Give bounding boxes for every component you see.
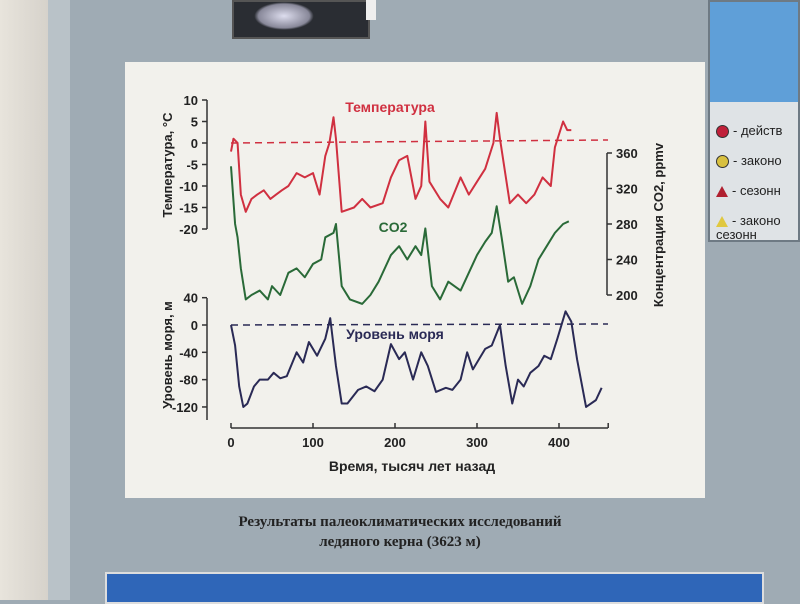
top-photo — [232, 0, 370, 39]
triangle-icon — [716, 216, 728, 228]
poster-edge — [48, 0, 70, 600]
y-tick-label: -120 — [172, 400, 198, 415]
caption: Результаты палеоклиматических исследован… — [150, 512, 650, 552]
legend-label: - законо — [733, 153, 782, 168]
y-tick-label: 40 — [184, 291, 198, 306]
y-tick-label: 0 — [191, 318, 198, 333]
y-tick-label: -15 — [179, 201, 198, 216]
reference-line — [230, 139, 609, 144]
y-axis-label: Уровень моря, м — [160, 301, 175, 409]
x-tick-label: 100 — [302, 435, 324, 450]
legend-label: - действ — [733, 123, 783, 138]
y-tick-label: 200 — [616, 288, 638, 303]
caption-line2: ледяного керна (3623 м) — [319, 534, 481, 550]
y-tick-label: 10 — [184, 93, 198, 108]
y-tick-label: 5 — [191, 115, 198, 130]
series-label: Температура — [345, 99, 435, 115]
legend-label: - законо сезонн — [716, 213, 781, 242]
series-line-2 — [230, 310, 603, 408]
y-tick-label: -5 — [186, 158, 198, 173]
top-label — [366, 0, 376, 20]
photo-content — [254, 2, 314, 30]
legend-item: - действ — [716, 123, 796, 139]
legend-label: - сезонн — [732, 183, 781, 198]
y-tick-label: -40 — [179, 345, 198, 360]
series-line-0 — [230, 111, 572, 213]
map-sea — [710, 2, 798, 102]
y-tick-label: 320 — [616, 182, 638, 197]
series-line-1 — [230, 166, 570, 305]
map-panel: - действ - законо - сезонн - законо сезонн — [708, 0, 800, 242]
y-axis-label: Концентрация CO2, ppmv — [651, 142, 666, 307]
y-tick-label: 360 — [616, 146, 638, 161]
y-tick-label: -80 — [179, 373, 198, 388]
x-tick-label: 200 — [384, 435, 406, 450]
x-tick-label: 0 — [227, 435, 234, 450]
legend-item: - сезонн — [716, 184, 796, 198]
x-tick-label: 300 — [466, 435, 488, 450]
x-tick-label: 400 — [548, 435, 570, 450]
y-tick-label: 280 — [616, 217, 638, 232]
circle-icon — [716, 155, 729, 169]
y-tick-label: 0 — [191, 136, 198, 151]
triangle-icon — [716, 186, 728, 198]
wall — [0, 0, 48, 600]
circle-icon — [716, 125, 729, 139]
reference-line — [230, 323, 609, 326]
y-tick-label: -10 — [179, 179, 198, 194]
y-tick-label: 240 — [616, 253, 638, 268]
bottom-panel — [105, 572, 764, 604]
y-axis-label: Температура, °C — [160, 112, 175, 218]
series-label: CO2 — [379, 219, 408, 235]
y-tick-label: -20 — [179, 222, 198, 237]
caption-line1: Результаты палеоклиматических исследован… — [238, 514, 562, 530]
x-axis-label: Время, тысяч лет назад — [329, 458, 495, 474]
series-label: Уровень моря — [346, 326, 444, 342]
legend-item: - законо — [716, 153, 796, 169]
legend-item: - законо сезонн — [716, 214, 796, 242]
